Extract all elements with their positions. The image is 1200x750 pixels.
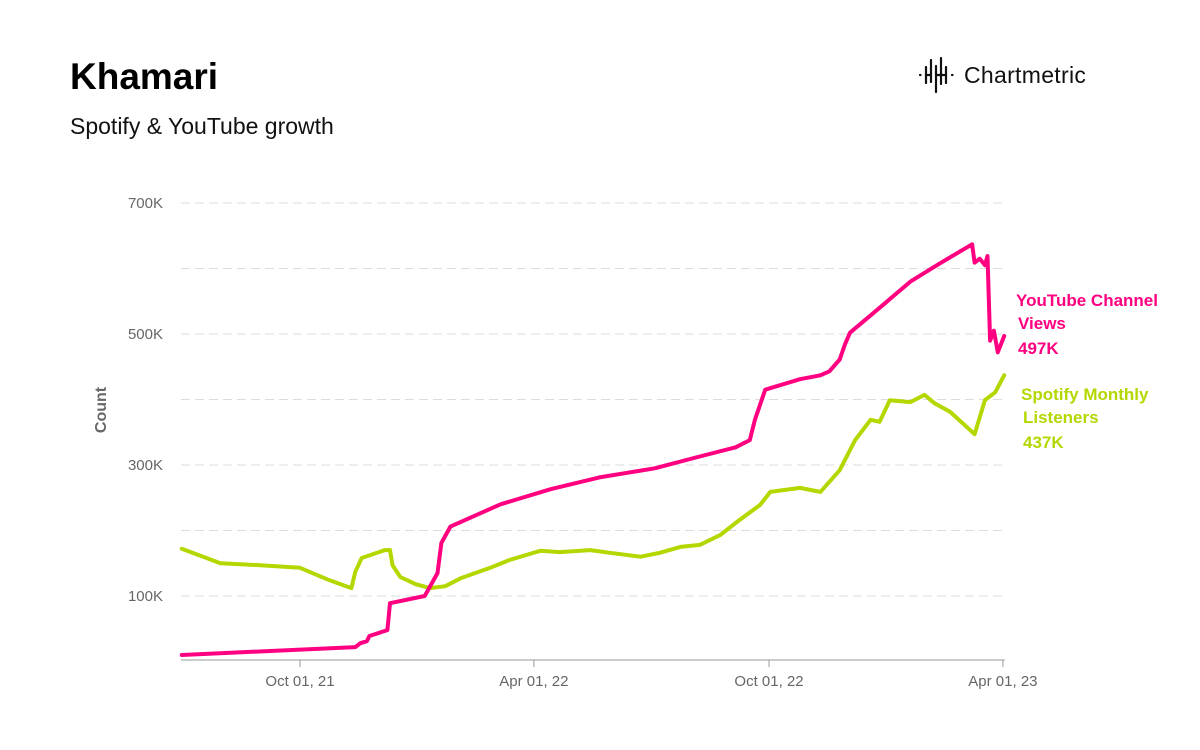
chart-title: Khamari [70, 56, 219, 97]
series-name-label: Spotify Monthly [1021, 385, 1149, 404]
series-name-label: Views [1018, 314, 1066, 333]
x-tick-label: Oct 01, 21 [265, 673, 334, 690]
y-axis-label: Count [93, 386, 110, 433]
y-tick-label: 300K [128, 457, 163, 474]
x-tick-label: Apr 01, 23 [968, 673, 1037, 690]
chart-subtitle: Spotify & YouTube growth [70, 113, 334, 139]
y-axis-ticks: 100K 300K 500K 700K [128, 195, 163, 605]
series-last-value: 437K [1023, 433, 1064, 452]
chartmetric-logo: Chartmetric [918, 54, 1086, 96]
y-tick-label: 700K [128, 195, 163, 212]
series-name-label: YouTube Channel [1016, 291, 1158, 310]
series-last-value: 497K [1018, 339, 1059, 358]
series-name-label: Listeners [1023, 408, 1099, 427]
y-tick-label: 500K [128, 326, 163, 343]
x-tick-label: Oct 01, 22 [734, 673, 803, 690]
y-tick-label: 100K [128, 588, 163, 605]
x-axis-ticks: Oct 01, 21 Apr 01, 22 Oct 01, 22 Apr 01, 23 [265, 660, 1038, 690]
series-line-youtube-channel-views [179, 242, 1007, 657]
waveform-icon [918, 56, 954, 94]
gridlines [181, 202, 1005, 661]
series-labels: YouTube Channel Views 497K Spotify Monthly L… [1016, 291, 1158, 452]
x-tick-label: Apr 01, 22 [499, 673, 568, 690]
logo-text: Chartmetric [964, 61, 1087, 88]
series-lines [179, 242, 1007, 657]
series-line-spotify-monthly-listeners [179, 373, 1007, 591]
